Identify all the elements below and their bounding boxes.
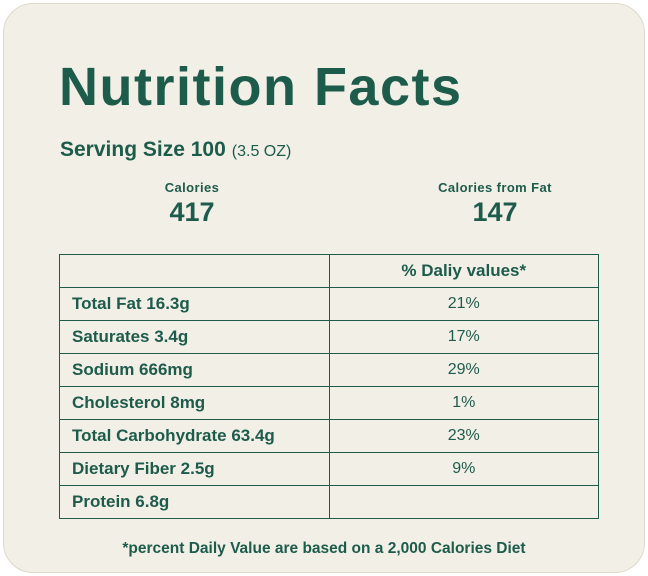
serving-size-line: Serving Size 100 (3.5 OZ) <box>60 138 291 162</box>
nutrient-value: 1% <box>328 386 599 420</box>
nutrient-label: Protein 6.8g <box>59 485 330 519</box>
nutrient-label: Total Fat 16.3g <box>59 287 330 321</box>
nutrient-label: Dietary Fiber 2.5g <box>59 452 330 486</box>
calories-from-fat-label: Calories from Fat <box>438 180 552 195</box>
nutrient-value: 17% <box>328 320 599 354</box>
nutrient-value: 23% <box>328 419 599 453</box>
nutrient-value: 29% <box>328 353 599 387</box>
nutrient-value <box>328 485 599 519</box>
table-row: Sodium 666mg 29% <box>59 353 599 387</box>
nutrition-facts-card: Nutrition Facts Serving Size 100 (3.5 OZ)… <box>3 3 645 573</box>
nutrition-table: % Daliy values* Total Fat 16.3g 21% Satu… <box>59 254 599 519</box>
nutrient-value: 9% <box>328 452 599 486</box>
nutrient-label: Sodium 666mg <box>59 353 330 387</box>
header-empty-cell <box>59 254 330 288</box>
nutrient-label: Total Carbohydrate 63.4g <box>59 419 330 453</box>
serving-size-label: Serving Size 100 <box>60 138 226 161</box>
calories-from-fat-value: 147 <box>472 197 518 227</box>
table-row: Cholesterol 8mg 1% <box>59 386 599 420</box>
calories-block: Calories 417 <box>132 180 252 228</box>
calories-value: 417 <box>169 197 215 227</box>
table-header-row: % Daliy values* <box>59 254 599 288</box>
calorie-summary-row: Calories 417 Calories from Fat 147 <box>4 180 644 228</box>
calories-label: Calories <box>164 180 220 195</box>
table-row: Saturates 3.4g 17% <box>59 320 599 354</box>
table-row: Protein 6.8g <box>59 485 599 519</box>
serving-size-note: (3.5 OZ) <box>231 143 292 160</box>
page-title: Nutrition Facts <box>59 57 463 117</box>
nutrient-label: Saturates 3.4g <box>59 320 330 354</box>
table-row: Total Carbohydrate 63.4g 23% <box>59 419 599 453</box>
nutrient-value: 21% <box>328 287 599 321</box>
nutrient-label: Cholesterol 8mg <box>59 386 330 420</box>
calories-from-fat-block: Calories from Fat 147 <box>400 180 590 228</box>
table-row: Dietary Fiber 2.5g 9% <box>59 452 599 486</box>
table-row: Total Fat 16.3g 21% <box>59 287 599 321</box>
daily-values-header: % Daliy values* <box>328 254 599 288</box>
daily-value-footnote: *percent Daily Value are based on a 2,00… <box>122 540 526 557</box>
